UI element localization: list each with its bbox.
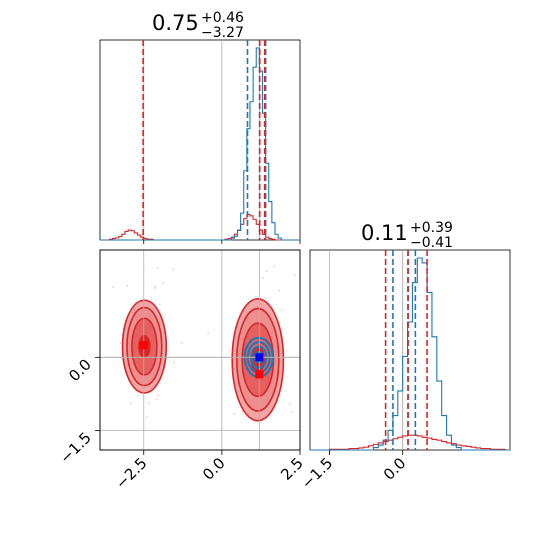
sample-point — [241, 411, 244, 413]
h1-red-histogram — [310, 434, 510, 451]
sample-point — [126, 284, 129, 287]
sample-point — [157, 394, 160, 397]
y-tick-label-1: −1.5 — [56, 429, 94, 467]
h1-blue-histogram — [310, 257, 510, 451]
x1-tick-label-1: 0.0 — [380, 454, 410, 484]
sample-point — [254, 295, 257, 298]
red-marker-1 — [255, 370, 264, 379]
sample-point — [304, 297, 306, 299]
sample-point — [301, 427, 303, 429]
sample-point — [155, 397, 158, 400]
sample-point — [207, 332, 210, 335]
sample-point — [162, 281, 165, 284]
histogram-param-2-grid — [329, 250, 404, 450]
histogram-param-2-frame — [309, 249, 511, 451]
x1-tick-label-0: −1.5 — [298, 454, 336, 492]
sample-point — [154, 287, 156, 289]
sample-point — [130, 401, 132, 404]
blue-marker — [255, 353, 264, 362]
title-param-1-value: 0.75 — [152, 11, 199, 35]
title-param-2-upper: +0.39 — [410, 220, 453, 236]
sample-point — [154, 285, 156, 288]
sample-point — [157, 267, 160, 270]
sample-point — [281, 309, 283, 312]
sample-point — [119, 342, 122, 344]
sample-point — [265, 270, 268, 273]
title-param-1-upper: +0.46 — [201, 10, 244, 26]
sample-point — [110, 244, 112, 246]
histogram-param-2: 0.11 +0.39 −0.41 — [309, 220, 511, 451]
histogram-param-1-quantile-lines — [142, 40, 267, 240]
sample-point — [136, 394, 139, 397]
sample-point — [278, 289, 281, 292]
mode-markers — [139, 341, 264, 379]
sample-point — [172, 268, 174, 271]
contour-scatter — [99, 244, 306, 451]
histogram-param-2-quantile-lines — [384, 250, 428, 450]
title-param-1-lower: −3.27 — [201, 25, 244, 41]
x0-tick-label-0: −2.5 — [112, 454, 150, 492]
sample-point — [290, 411, 293, 413]
y-tick-label-0: 0.0 — [65, 355, 95, 385]
x0-tick-label-1: 0.0 — [199, 454, 229, 484]
sample-point — [112, 286, 115, 289]
sample-point — [172, 361, 175, 364]
contour-scatter-grid — [100, 250, 300, 450]
sample-point — [264, 297, 267, 299]
title-param-2-lower: −0.41 — [410, 235, 453, 251]
histogram-param-1-bars — [100, 47, 300, 241]
histogram-param-2-bars — [310, 257, 510, 451]
sample-point — [293, 274, 296, 277]
sample-point — [145, 416, 148, 419]
sample-point — [262, 277, 265, 279]
histogram-param-1-frame — [99, 39, 301, 241]
title-param-2-value: 0.11 — [361, 221, 408, 245]
sample-point — [233, 412, 236, 415]
sample-point — [180, 341, 183, 344]
sample-point — [288, 403, 291, 406]
h0-blue-histogram — [100, 47, 300, 241]
sample-point — [158, 303, 161, 306]
red-marker-0 — [139, 341, 148, 350]
sample-point — [148, 402, 150, 405]
sample-point — [273, 265, 276, 268]
histogram-param-1: 0.75 +0.46 −3.27 — [99, 10, 301, 241]
